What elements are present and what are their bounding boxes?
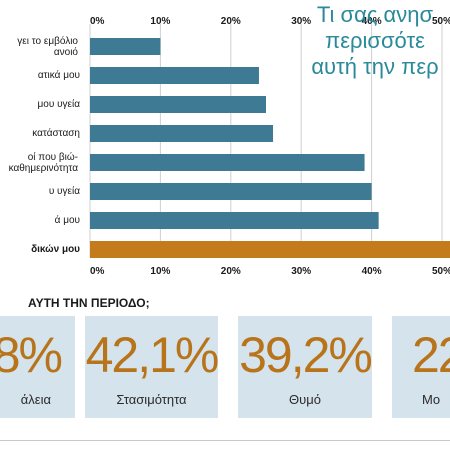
category-label-text: ά μου [54, 215, 80, 226]
bar [90, 125, 274, 142]
category-label: ά μου [0, 215, 80, 226]
stat-label: Στασιμότητα [116, 392, 187, 407]
category-label: υ υγεία [0, 186, 80, 197]
tick-label: 30% [291, 266, 311, 277]
tick-label: 0% [90, 16, 105, 27]
category-label: ατικά μου [0, 70, 80, 81]
bar [90, 183, 372, 200]
bar [90, 38, 161, 55]
divider [0, 440, 450, 441]
tick-label: 50% [432, 266, 450, 277]
bar [90, 154, 365, 171]
stat-card: 39,2% Θυμό [238, 316, 372, 418]
category-label-text: οί που βιώ- καθημερινότητα [8, 152, 78, 174]
stat-card: 22 Μο [392, 316, 450, 418]
category-label: κατάσταση [0, 128, 80, 139]
title-line: περισσότε [325, 28, 425, 53]
stat-value: 8% [0, 327, 63, 383]
tick-label: 30% [291, 16, 311, 27]
bar [90, 241, 450, 258]
stat-label: Μο [422, 392, 441, 407]
category-label-text: ατικά μου [37, 70, 80, 81]
question-heading: ΑΥΤΗ ΤΗΝ ΠΕΡΙΟΔΟ; [28, 296, 150, 310]
stat-card: 42,1% Στασιμότητα [85, 316, 218, 418]
stat-label: Θυμό [289, 392, 321, 407]
stat-value: 42,1% [85, 327, 218, 383]
chart-title: Τι σας ανησ περισσότε αυτή την περ [300, 2, 450, 80]
bar [90, 67, 259, 84]
tick-label: 10% [150, 266, 170, 277]
tick-label: 10% [150, 16, 170, 27]
tick-label: 40% [362, 266, 382, 277]
tick-label: 0% [90, 266, 105, 277]
tick-label: 50% [432, 16, 450, 27]
tick-label: 20% [221, 16, 241, 27]
category-label: δικών μου [0, 244, 80, 255]
category-label-text: δικών μου [31, 244, 80, 255]
category-label: γει το εμβόλιο ανοιό [0, 36, 78, 58]
bar-chart: 0% 0% 10% 10% 20% 20% 30% 30% 40% 40% 50% 50% [89, 16, 450, 277]
category-label-text: γει το εμβόλιο ανοιό [17, 36, 78, 58]
category-label-text: κατάσταση [32, 128, 80, 139]
bar [90, 212, 379, 229]
stat-value: 22 [412, 327, 450, 383]
tick-label: 40% [362, 16, 382, 27]
title-line: αυτή την περ [311, 54, 439, 79]
category-label-text: μου υγεία [37, 99, 81, 110]
bar [90, 96, 266, 113]
category-label-text: υ υγεία [48, 186, 80, 197]
stat-card: 8% άλεια [0, 316, 75, 418]
tick-label: 20% [221, 266, 241, 277]
stat-value: 39,2% [239, 327, 372, 383]
category-label: μου υγεία [0, 99, 81, 110]
title-line: Τι σας ανησ [316, 2, 434, 27]
stat-label: άλεια [20, 392, 51, 407]
category-label: οί που βιώ- καθημερινότητα [0, 152, 78, 174]
